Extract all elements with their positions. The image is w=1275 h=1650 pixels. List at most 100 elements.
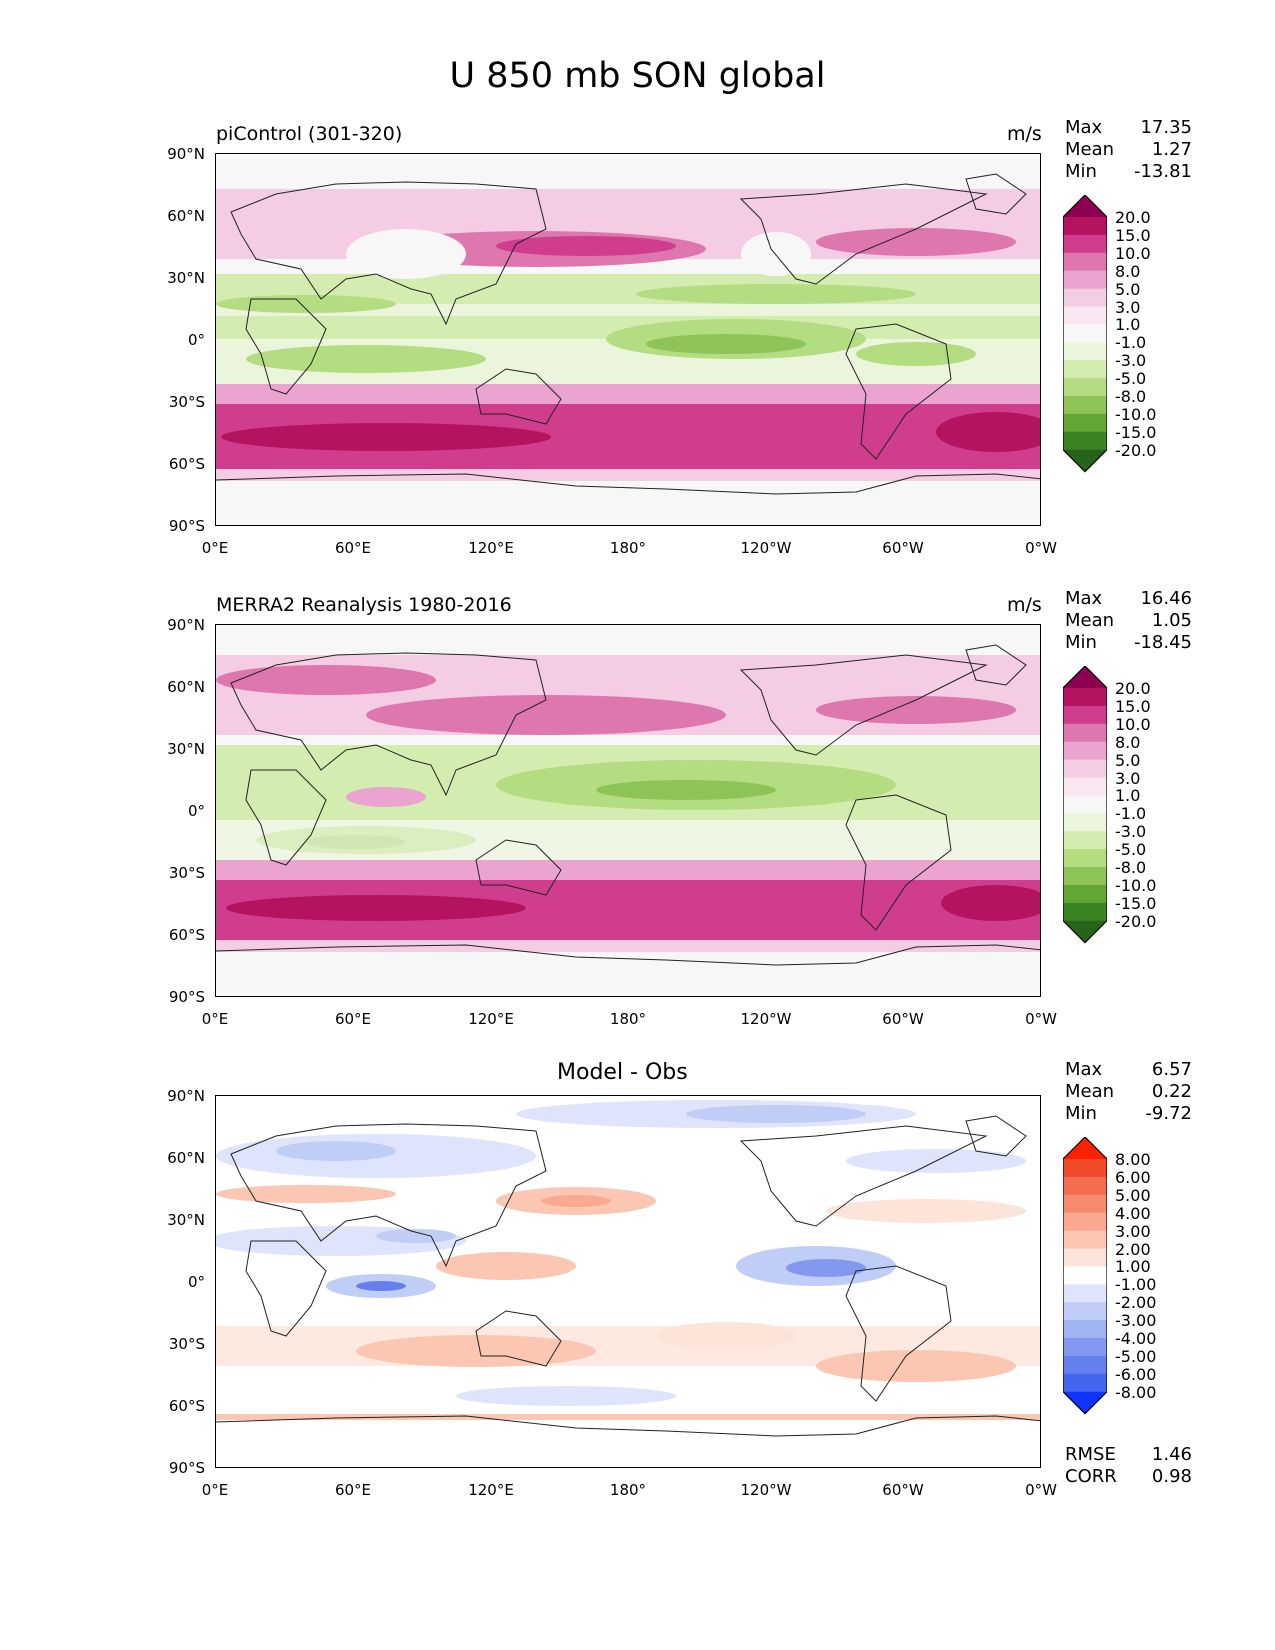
colorbar-cell [1063, 1266, 1107, 1285]
colorbar-tick-label: 10.0 [1115, 243, 1151, 263]
colorbar-tick-label: 5.0 [1115, 750, 1141, 770]
colorbar-tick-label: -3.00 [1115, 1311, 1157, 1331]
panel-2-ytick: 60°N [167, 678, 205, 696]
colorbar-cell [1063, 1248, 1107, 1267]
colorbar-cell [1063, 705, 1107, 725]
colorbar-tick-label: -3.0 [1115, 822, 1147, 842]
panel-2-min-value: -18.45 [1133, 632, 1192, 653]
panel-2-ytick: 60°S [168, 926, 205, 944]
panel-1-ytick: 30°S [168, 393, 205, 411]
panel-3-xtick: 0°W [1025, 1481, 1057, 1499]
panel-3-title: Model - Obs [557, 1060, 688, 1085]
colorbar-cell [1063, 234, 1107, 254]
colorbar-cell [1063, 288, 1107, 307]
colorbar-tick-label: -8.0 [1115, 387, 1147, 406]
panel-3-max-label: Max [1065, 1059, 1103, 1080]
colorbar-tick-label: 8.00 [1115, 1150, 1151, 1169]
colorbar-extend-bottom [1063, 449, 1107, 472]
colorbar-tick-label: -8.00 [1115, 1382, 1157, 1402]
panel-2-xtick: 60°E [334, 1010, 372, 1028]
rmse-label: RMSE [1065, 1444, 1116, 1465]
panel-2-mean-value: 1.05 [1151, 610, 1192, 631]
colorbar-tick-label: 15.0 [1115, 696, 1151, 716]
colorbar-cell [1063, 884, 1107, 904]
colorbar-tick-label: -10.0 [1115, 404, 1157, 424]
colorbar-tick-label: -15.0 [1115, 422, 1157, 442]
colorbar-cell [1063, 759, 1107, 778]
panel-2-xtick: 120°E [468, 1010, 514, 1028]
colorbar-tick-label: 1.0 [1115, 315, 1141, 335]
colorbar-tick-label: 3.0 [1115, 297, 1141, 317]
colorbar-cell [1063, 849, 1107, 868]
panel-2-ytick: 0° [187, 802, 205, 820]
colorbar-tick-label: -10.0 [1115, 875, 1157, 895]
colorbar-tick-label: -3.0 [1115, 351, 1147, 371]
colorbar-tick-label: 8.0 [1115, 732, 1141, 752]
colorbar-tick-label: 5.0 [1115, 279, 1141, 299]
panel-2-title: MERRA2 Reanalysis 1980-2016 [216, 594, 512, 616]
panel-3-max-value: 6.57 [1151, 1059, 1192, 1080]
colorbar-cell [1063, 1212, 1107, 1232]
panel-3-xtick: 180° [609, 1481, 647, 1499]
panel-2-max-label: Max [1065, 588, 1103, 609]
colorbar-cell [1063, 741, 1107, 761]
panel-1-ytick: 90°S [168, 517, 205, 535]
colorbar-tick-label: -6.00 [1115, 1364, 1157, 1384]
colorbar-tick-label: -1.0 [1115, 804, 1147, 824]
panel-1-mean-value: 1.27 [1151, 139, 1192, 160]
colorbar-cell [1063, 1320, 1107, 1339]
colorbar-cell [1063, 431, 1107, 451]
colorbar-tick-label: 1.0 [1115, 786, 1141, 806]
panel-1-ytick: 60°N [167, 207, 205, 225]
panel-3-ytick: 0° [187, 1273, 205, 1291]
colorbar-extend-top [1063, 666, 1107, 688]
colorbar-tick-label: 5.00 [1115, 1185, 1151, 1205]
panel-2-ytick: 30°N [167, 740, 205, 758]
panel-2-xtick: 120°W [740, 1010, 792, 1028]
panel-3-ytick: 30°N [167, 1211, 205, 1229]
colorbar-tick-label: 4.00 [1115, 1203, 1151, 1223]
corr-value: 0.98 [1151, 1466, 1192, 1487]
panel-1-ytick: 0° [187, 331, 205, 349]
colorbar-cell [1063, 831, 1107, 850]
colorbar-tick-label: -4.00 [1115, 1329, 1157, 1348]
corr-label: CORR [1065, 1466, 1117, 1487]
panel-2-units: m/s [1007, 594, 1042, 616]
colorbar-tick-label: 6.00 [1115, 1167, 1151, 1187]
panel-3-xtick: 120°W [740, 1481, 792, 1499]
colorbar-extend-top [1063, 1137, 1107, 1159]
colorbar-cell [1063, 252, 1107, 272]
rmse-value: 1.46 [1151, 1444, 1192, 1465]
colorbar-tick-label: -5.00 [1115, 1346, 1157, 1366]
colorbar-cell [1063, 1194, 1107, 1214]
panel-3-ytick: 90°N [167, 1087, 205, 1105]
panel-1-xtick: 60°E [334, 539, 372, 557]
colorbar-tick-label: 3.0 [1115, 768, 1141, 788]
colorbar-cell [1063, 217, 1107, 236]
panel-2-colorbar [1063, 666, 1107, 944]
colorbar-cell [1063, 902, 1107, 922]
colorbar-cell [1063, 1302, 1107, 1321]
colorbar-cell [1063, 1284, 1107, 1303]
panel-2-xtick: 0°W [1025, 1010, 1057, 1028]
panel-1-mean-label: Mean [1065, 139, 1115, 160]
panel-1-min-value: -13.81 [1133, 161, 1192, 182]
colorbar-cell [1063, 342, 1107, 361]
colorbar-cell [1063, 306, 1107, 325]
colorbar-cell [1063, 378, 1107, 397]
colorbar-cell [1063, 795, 1107, 814]
colorbar-tick-label: 10.0 [1115, 714, 1151, 734]
colorbar-tick-label: -20.0 [1115, 911, 1157, 931]
panel-2-map [215, 624, 1041, 997]
panel-3-xtick: 120°E [468, 1481, 514, 1499]
colorbar-tick-label: 8.0 [1115, 261, 1141, 281]
panel-1-xtick: 120°W [740, 539, 792, 557]
panel-3-ytick: 60°N [167, 1149, 205, 1167]
panel-2-ytick: 30°S [168, 864, 205, 882]
panel-2-xtick: 0°E [201, 1010, 229, 1028]
colorbar-tick-label: -8.0 [1115, 858, 1147, 877]
panel-1-xtick: 0°W [1025, 539, 1057, 557]
panel-1-xtick: 120°E [468, 539, 514, 557]
panel-2-xtick: 180° [609, 1010, 647, 1028]
colorbar-cell [1063, 1338, 1107, 1357]
